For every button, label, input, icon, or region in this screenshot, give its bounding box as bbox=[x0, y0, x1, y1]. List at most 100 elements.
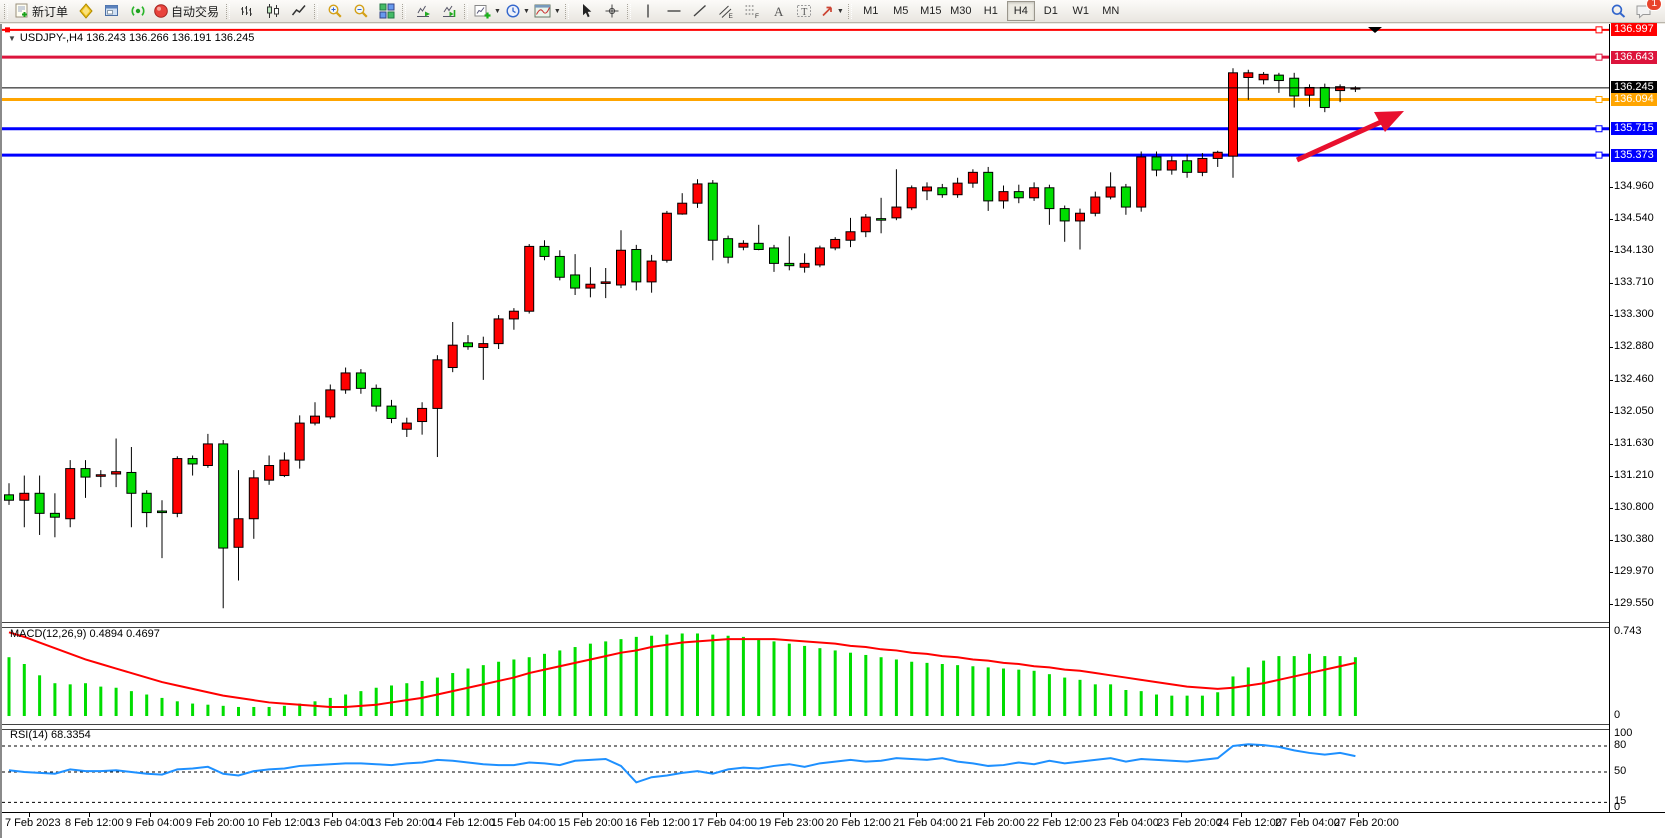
candle-body bbox=[616, 249, 626, 286]
template-button[interactable]: ▼ bbox=[532, 0, 563, 22]
price-tick-label: 133.710 bbox=[1614, 276, 1654, 289]
time-tick-label: 14 Feb 12:00 bbox=[430, 817, 495, 829]
main-toolbar: 新订单 自动交易 ▼ ▼ ▼ E F A T ▼ M1 M5 M15 M30 H1 H4 D1 W1 MN 1 bbox=[0, 0, 1665, 23]
candle-body bbox=[1304, 86, 1315, 96]
candle-body bbox=[386, 405, 397, 419]
market-watch-button[interactable] bbox=[73, 0, 99, 22]
line-anchor-handle[interactable] bbox=[1595, 26, 1603, 34]
crosshair-button[interactable] bbox=[599, 0, 625, 22]
label-button[interactable]: T bbox=[791, 0, 817, 22]
time-tick-label: 9 Feb 04:00 bbox=[126, 817, 185, 829]
timeframe-m1-button[interactable]: M1 bbox=[863, 5, 879, 17]
chart-shift-marker-icon[interactable] bbox=[1368, 27, 1382, 33]
channel-icon: E bbox=[718, 3, 734, 19]
bars-mode-button[interactable] bbox=[234, 0, 260, 22]
price-lines[interactable] bbox=[2, 28, 1609, 157]
one-click-trading-collapse-icon[interactable]: ▼ bbox=[8, 33, 16, 43]
channel-button[interactable]: E bbox=[713, 0, 739, 22]
tile-windows-button[interactable] bbox=[374, 0, 400, 22]
timeframe-h4-button[interactable]: H4 bbox=[1006, 1, 1035, 21]
candle-body bbox=[554, 255, 565, 278]
new-order-button[interactable]: 新订单 bbox=[12, 0, 73, 22]
macd-signal-line bbox=[8, 631, 1356, 708]
chart-shift-button[interactable] bbox=[436, 0, 462, 22]
trendline-button[interactable] bbox=[687, 0, 713, 22]
candles bbox=[4, 68, 1361, 609]
toolbar-group-cursor bbox=[563, 0, 625, 22]
timeframe-m30-button[interactable]: M30 bbox=[950, 5, 972, 17]
time-tick-label: 23 Feb 20:00 bbox=[1157, 817, 1222, 829]
annotation-arrow[interactable] bbox=[1295, 111, 1404, 163]
candle-body bbox=[325, 389, 336, 418]
line-anchor-handle[interactable] bbox=[1595, 96, 1603, 104]
time-axis-border bbox=[2, 812, 1665, 813]
candle-body bbox=[1105, 186, 1116, 198]
auto-scroll-button[interactable] bbox=[410, 0, 436, 22]
search-button[interactable] bbox=[1605, 0, 1631, 22]
line-anchor-handle[interactable] bbox=[5, 27, 10, 33]
toolbar-group-chart-mode bbox=[224, 0, 312, 22]
signal-button[interactable] bbox=[125, 0, 151, 22]
line-mode-button[interactable] bbox=[286, 0, 312, 22]
time-tick bbox=[150, 813, 151, 817]
signal-icon bbox=[130, 3, 146, 19]
rsi-line bbox=[8, 743, 1356, 784]
main-chart-canvas[interactable] bbox=[2, 24, 1609, 622]
time-tick bbox=[984, 813, 985, 817]
timeframe-mn-button[interactable]: MN bbox=[1102, 5, 1120, 17]
candle-body bbox=[218, 443, 229, 549]
price-tick bbox=[1609, 604, 1613, 606]
price-line-badge-135.715: 135.715 bbox=[1611, 122, 1657, 136]
candles-mode-button[interactable] bbox=[260, 0, 286, 22]
time-tick-label: 8 Feb 12:00 bbox=[65, 817, 124, 829]
new-chart-button[interactable]: ▼ bbox=[472, 0, 503, 22]
fibo-button[interactable]: F bbox=[739, 0, 765, 22]
price-line-badge-136.245: 136.245 bbox=[1611, 81, 1657, 95]
timeframe-h1-button[interactable]: H1 bbox=[983, 5, 998, 17]
price-tick-label: 133.300 bbox=[1614, 308, 1654, 321]
fibo-icon: F bbox=[744, 3, 760, 19]
time-tick bbox=[89, 813, 90, 817]
hline-button[interactable] bbox=[661, 0, 687, 22]
arrows-button[interactable]: ▼ bbox=[817, 0, 846, 22]
candle-body bbox=[570, 274, 581, 289]
rsi-canvas[interactable] bbox=[2, 728, 1609, 812]
macd-axis-label: 0.743 bbox=[1614, 625, 1642, 637]
cursor-button[interactable] bbox=[573, 0, 599, 22]
price-tick bbox=[1609, 347, 1613, 349]
chart-window[interactable]: 134.960 134.540 134.130 133.710 133.300 132.8… bbox=[0, 23, 1665, 838]
text-icon: A bbox=[770, 3, 786, 19]
candle-body bbox=[157, 510, 167, 514]
candle-body bbox=[371, 387, 382, 407]
zoom-in-button[interactable] bbox=[322, 0, 348, 22]
candle-body bbox=[111, 471, 122, 475]
timeframe-m5-button[interactable]: M5 bbox=[893, 5, 909, 17]
candle-body bbox=[814, 247, 825, 266]
pane-separator-macd[interactable] bbox=[2, 622, 1609, 628]
profiles-button[interactable]: ▼ bbox=[503, 0, 532, 22]
toolbar-group-objects: E F A T ▼ bbox=[625, 0, 846, 22]
time-tick bbox=[1299, 813, 1300, 817]
candle-body bbox=[967, 171, 978, 184]
line-anchor-handle[interactable] bbox=[1595, 125, 1603, 133]
vline-button[interactable] bbox=[635, 0, 661, 22]
candle-body bbox=[876, 218, 887, 221]
price-axis-border bbox=[1609, 24, 1610, 813]
macd-canvas[interactable] bbox=[2, 626, 1609, 724]
line-anchor-handle[interactable] bbox=[1595, 151, 1603, 159]
zoom-out-button[interactable] bbox=[348, 0, 374, 22]
candle-body bbox=[1258, 73, 1269, 81]
pane-separator-rsi[interactable] bbox=[2, 724, 1609, 730]
autotrade-button-label: 自动交易 bbox=[171, 4, 220, 19]
terminal-button[interactable] bbox=[99, 0, 125, 22]
bars-mode-icon bbox=[239, 3, 255, 19]
macd-histogram bbox=[7, 633, 1357, 716]
timeframe-m15-button[interactable]: M15 bbox=[920, 5, 942, 17]
toolbar-group-trade: 新订单 自动交易 bbox=[4, 0, 224, 22]
line-anchor-handle[interactable] bbox=[1595, 53, 1603, 61]
timeframe-w1-button[interactable]: W1 bbox=[1072, 5, 1090, 17]
autotrade-button[interactable]: 自动交易 bbox=[151, 0, 224, 22]
timeframe-d1-button[interactable]: D1 bbox=[1043, 5, 1058, 17]
notifications-button[interactable]: 1 bbox=[1631, 0, 1662, 22]
text-button[interactable]: A bbox=[765, 0, 791, 22]
